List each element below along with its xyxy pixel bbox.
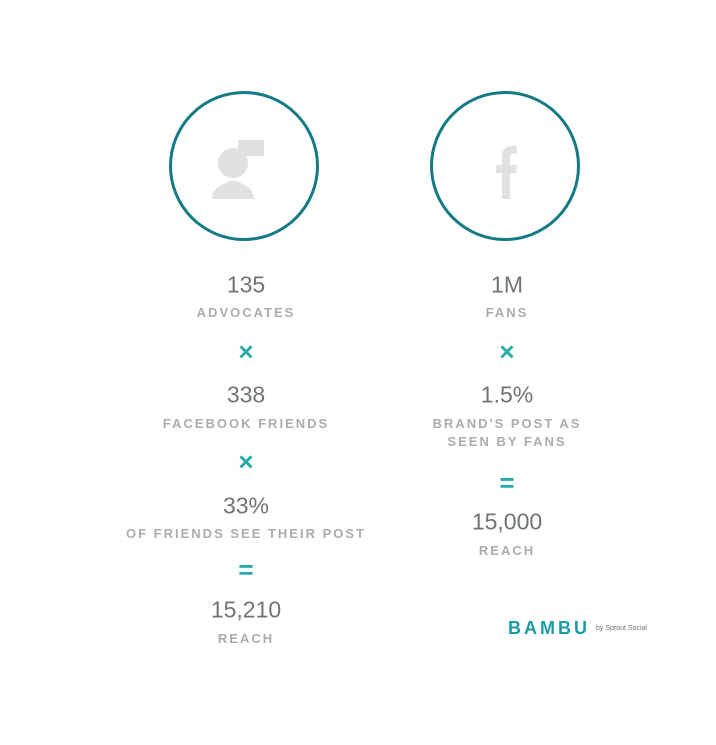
- friends-value: 338: [226, 381, 266, 408]
- advocate-reach-label: REACH: [217, 631, 275, 646]
- advocate-reach-value: 15,210: [210, 596, 282, 623]
- brand-reach-label: REACH: [478, 543, 536, 558]
- multiply-operator: ×: [499, 336, 515, 367]
- advocate-speech-icon: [212, 140, 264, 199]
- see-post-label: OF FRIENDS SEE THEIR POST: [126, 526, 366, 541]
- see-post-value: 33%: [222, 492, 270, 519]
- advocates-label: ADVOCATES: [196, 305, 296, 320]
- multiply-operator: ×: [238, 446, 254, 477]
- brand-reach-value: 15,000: [471, 508, 543, 535]
- brand-post-label-line1: BRAND'S POST AS: [432, 416, 582, 431]
- brand-post-value: 1.5%: [480, 381, 534, 408]
- bambu-logo: BAMBU by Sprout Social: [508, 618, 647, 639]
- facebook-icon: [496, 146, 517, 199]
- friends-label: FACEBOOK FRIENDS: [162, 416, 330, 431]
- facebook-circle: [430, 91, 580, 241]
- advocates-value: 135: [226, 271, 266, 298]
- fans-value: 1M: [491, 271, 523, 298]
- advocate-circle: [169, 91, 319, 241]
- logo-brand: BAMBU: [508, 618, 590, 638]
- fans-label: FANS: [485, 305, 529, 320]
- equals-operator: =: [499, 467, 515, 498]
- multiply-operator: ×: [238, 336, 254, 367]
- equals-operator: =: [238, 554, 254, 585]
- logo-sub: by Sprout Social: [596, 625, 647, 632]
- brand-post-label-line2: SEEN BY FANS: [447, 434, 567, 449]
